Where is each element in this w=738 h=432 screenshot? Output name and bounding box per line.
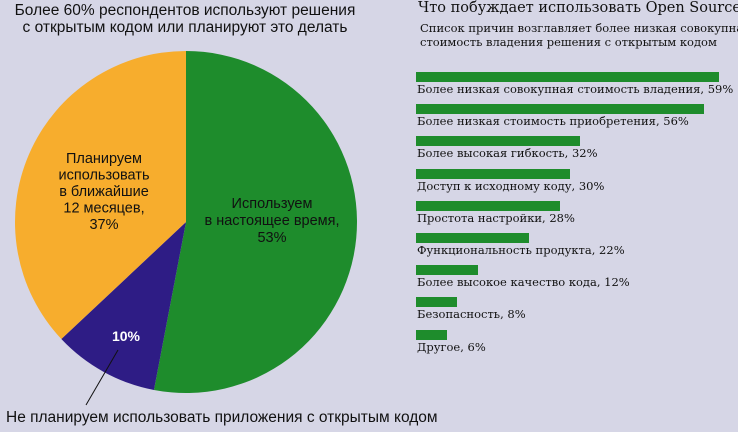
bar-fill <box>416 233 529 243</box>
bar-row: Более низкая совокупная стоимость владен… <box>416 72 738 104</box>
bar-row: Функциональность продукта, 22% <box>416 233 738 265</box>
pie-callout-line <box>85 349 119 406</box>
pie-chart-title: Более 60% респондентов используют решени… <box>0 2 370 36</box>
pie-label-planned: Планируем использовать в ближайшие 12 месяц… <box>59 151 150 233</box>
bar-fill <box>416 329 447 340</box>
bar-subtitle-line-1: Список причин возглавляет более низкая с… <box>420 21 738 35</box>
pie-title-line-1: Более 60% респондентов используют решени… <box>14 2 356 19</box>
bar-fill <box>416 104 704 115</box>
bar-label: Простота настройки, 28% <box>417 210 575 225</box>
bar-fill <box>416 265 478 276</box>
pie-slice-planned <box>14 50 187 340</box>
bar-chart-subtitle: Список причин возглавляет более низкая с… <box>420 21 738 49</box>
bar-label: Функциональность продукта, 22% <box>417 243 625 257</box>
pie-chart: Используем в настоящее время, 53% 10% Планир… <box>14 50 358 406</box>
bar-label: Более высокое качество кода, 12% <box>417 275 630 290</box>
pie-label-not-planned: 10% <box>112 328 141 344</box>
bar-row: Более низкая стоимость приобретения, 56% <box>416 104 738 136</box>
pie-slice-not-planned <box>61 222 187 390</box>
bar-fill <box>416 136 581 147</box>
bar-label: Более высокая гибкость, 32% <box>417 146 598 161</box>
pie-label-in-use: Используем в настоящее время, 53% <box>204 196 339 246</box>
bar-chart-title: Что побуждает использовать Open Source? <box>418 0 738 16</box>
bar-row: Другое, 6% <box>416 329 738 362</box>
bar-fill <box>416 200 560 211</box>
bar-row: Безопасность, 8% <box>416 297 738 329</box>
pie-slice-in-use <box>153 51 358 393</box>
pie-callout-label: Не планируем использовать приложения с о… <box>6 409 438 426</box>
bar-row: Более высокое качество кода, 12% <box>416 265 738 297</box>
bar-label: Доступ к исходному коду, 30% <box>417 178 605 193</box>
bar-label: Более низкая совокупная стоимость владен… <box>417 82 734 96</box>
bar-row: Доступ к исходному коду, 30% <box>416 168 738 201</box>
bar-subtitle-line-2: стоимость владения решения с открытым ко… <box>420 35 717 49</box>
bar-label: Безопасность, 8% <box>417 307 526 322</box>
pie-title-line-2: с открытым кодом или планируют это делат… <box>22 19 348 36</box>
bar-label: Более низкая стоимость приобретения, 56% <box>417 114 689 129</box>
bar-row: Простота настройки, 28% <box>416 200 738 233</box>
bar-row: Более высокая гибкость, 32% <box>416 136 738 168</box>
bar-fill <box>416 297 458 308</box>
bar-label: Другое, 6% <box>417 339 486 354</box>
bar-fill <box>416 168 571 179</box>
bar-fill <box>416 72 719 82</box>
